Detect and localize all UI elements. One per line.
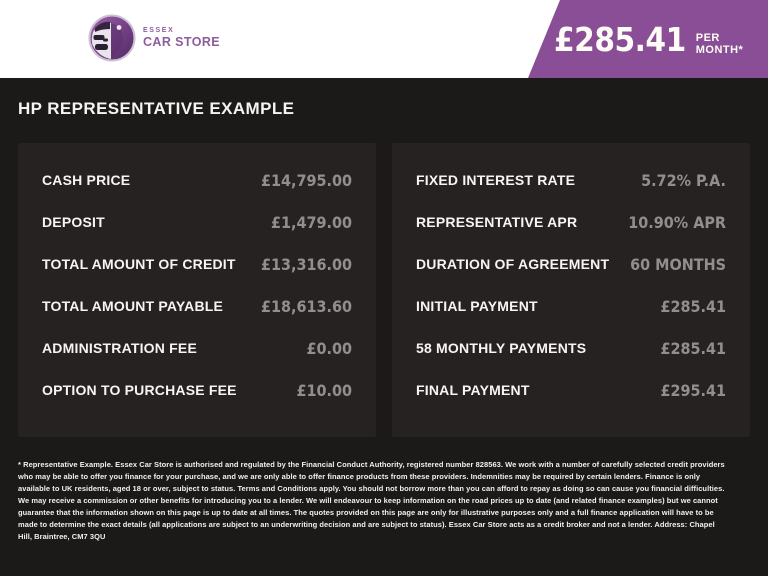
finance-example-page: ESSEX CAR STORE £285.41 PER MONTH* HP RE…	[0, 0, 768, 543]
finance-label: REPRESENTATIVE APR	[416, 214, 578, 230]
finance-value: £285.41	[660, 338, 726, 358]
finance-value: 5.72% P.A.	[641, 170, 726, 190]
logo-text-car-store: CAR STORE	[143, 35, 220, 50]
finance-label: TOTAL AMOUNT OF CREDIT	[42, 256, 236, 272]
finance-label: DURATION OF AGREEMENT	[416, 256, 610, 272]
finance-label: FIXED INTEREST RATE	[416, 172, 576, 188]
finance-row-admin-fee: ADMINISTRATION FEE £0.00	[42, 327, 352, 369]
finance-panel-left: CASH PRICE £14,795.00 DEPOSIT £1,479.00 …	[18, 143, 376, 437]
finance-row-initial-payment: INITIAL PAYMENT £285.41	[416, 285, 726, 327]
finance-value: £285.41	[660, 296, 726, 316]
finance-label: INITIAL PAYMENT	[416, 298, 538, 314]
finance-label: TOTAL AMOUNT PAYABLE	[42, 298, 224, 314]
finance-row-deposit: DEPOSIT £1,479.00	[42, 201, 352, 243]
monthly-price-amount: £285.41	[554, 19, 686, 59]
logo-wordmark: ESSEX CAR STORE	[143, 27, 220, 49]
page-title: HP REPRESENTATIVE EXAMPLE	[18, 99, 295, 118]
finance-row-duration: DURATION OF AGREEMENT 60 MONTHS	[416, 243, 726, 285]
finance-row-total-payable: TOTAL AMOUNT PAYABLE £18,613.60	[42, 285, 352, 327]
finance-value: £14,795.00	[260, 170, 352, 190]
finance-value: £1,479.00	[270, 212, 352, 232]
finance-row-cash-price: CASH PRICE £14,795.00	[42, 159, 352, 201]
finance-row-option-to-purchase-fee: OPTION TO PURCHASE FEE £10.00	[42, 369, 352, 411]
essex-car-store-logo[interactable]: ESSEX CAR STORE	[88, 14, 220, 62]
finance-row-fixed-interest-rate: FIXED INTEREST RATE 5.72% P.A.	[416, 159, 726, 201]
finance-value: 10.90% APR	[628, 212, 726, 232]
finance-value: £0.00	[306, 338, 352, 358]
finance-row-total-credit: TOTAL AMOUNT OF CREDIT £13,316.00	[42, 243, 352, 285]
finance-panels: CASH PRICE £14,795.00 DEPOSIT £1,479.00 …	[0, 143, 768, 437]
finance-label: ADMINISTRATION FEE	[42, 340, 198, 356]
finance-value: 60 MONTHS	[630, 254, 726, 274]
monthly-price-banner: £285.41 PER MONTH*	[528, 0, 768, 78]
finance-row-representative-apr: REPRESENTATIVE APR 10.90% APR	[416, 201, 726, 243]
finance-value: £295.41	[660, 380, 726, 400]
finance-content: HP REPRESENTATIVE EXAMPLE CASH PRICE £14…	[0, 78, 768, 543]
logo-text-essex: ESSEX	[143, 27, 175, 35]
finance-row-monthly-payments: 58 MONTHLY PAYMENTS £285.41	[416, 327, 726, 369]
monthly-price-suffix: PER MONTH*	[695, 32, 744, 56]
finance-value: £18,613.60	[260, 296, 352, 316]
finance-label: OPTION TO PURCHASE FEE	[42, 382, 237, 398]
header: ESSEX CAR STORE £285.41 PER MONTH*	[0, 0, 768, 78]
finance-panel-right: FIXED INTEREST RATE 5.72% P.A. REPRESENT…	[392, 143, 750, 437]
finance-value: £10.00	[296, 380, 352, 400]
finance-label: DEPOSIT	[42, 214, 105, 230]
finance-label: CASH PRICE	[42, 172, 131, 188]
finance-label: FINAL PAYMENT	[416, 382, 530, 398]
finance-row-final-payment: FINAL PAYMENT £295.41	[416, 369, 726, 411]
car-store-logo-icon	[88, 14, 136, 62]
finance-value: £13,316.00	[260, 254, 352, 274]
disclaimer-text: * Representative Example. Essex Car Stor…	[18, 460, 725, 541]
finance-label: 58 MONTHLY PAYMENTS	[416, 340, 587, 356]
